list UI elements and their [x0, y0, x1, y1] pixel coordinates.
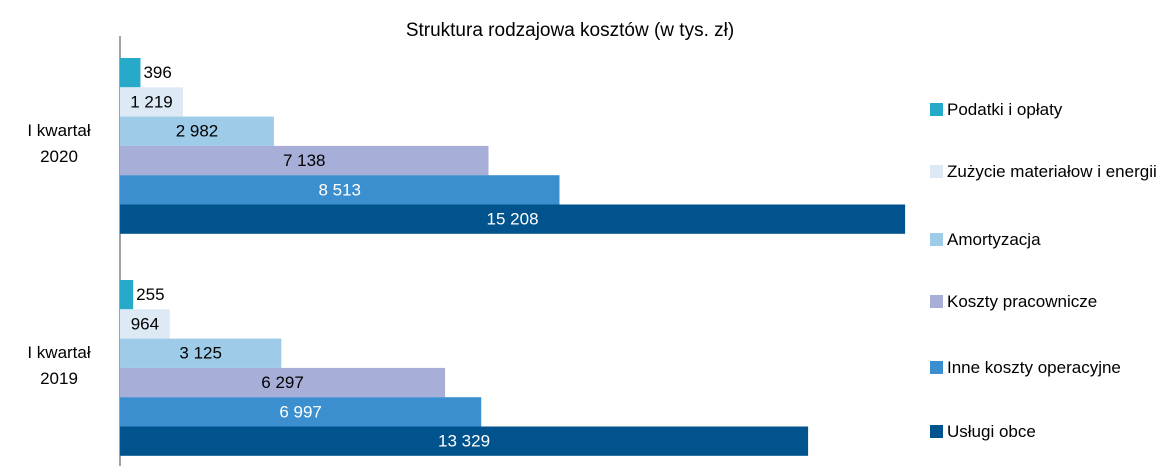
data-label: 15 208 [487, 210, 539, 229]
data-label: 1 219 [130, 92, 173, 111]
legend-swatch [930, 165, 943, 178]
legend-label: Zużycie materiałow i energii [947, 162, 1157, 181]
data-label: 3 125 [179, 344, 222, 363]
bar [120, 58, 141, 88]
bar [120, 116, 274, 146]
legend-label: Koszty pracownicze [947, 292, 1098, 311]
bar [120, 87, 183, 117]
bar [120, 367, 446, 398]
bar [120, 338, 282, 368]
data-label: 255 [136, 285, 164, 304]
legend-item: Podatki i opłaty [930, 96, 1170, 124]
legend-swatch [930, 425, 943, 438]
category-label: I kwartał 2020 [27, 120, 91, 166]
bar [120, 175, 560, 205]
legend-item: Inne koszty operacyjne [930, 354, 1170, 382]
category-label: I kwartał 2019 [27, 342, 91, 388]
data-label: 964 [131, 314, 159, 333]
data-label: 7 138 [283, 151, 326, 170]
legend-item: Koszty pracownicze [930, 288, 1170, 316]
legend-label: Amortyzacja [947, 230, 1041, 249]
legend-item: Zużycie materiałow i energii [930, 158, 1170, 186]
legend-swatch [930, 295, 943, 308]
legend-label: Inne koszty operacyjne [947, 358, 1121, 377]
data-label: 2 982 [176, 122, 219, 141]
legend-item: Amortyzacja [930, 226, 1170, 254]
data-label: 396 [143, 63, 171, 82]
bar [120, 204, 906, 234]
data-label: 6 297 [261, 373, 304, 392]
bar [120, 309, 170, 339]
data-label: 6 997 [279, 402, 322, 421]
bar [120, 145, 489, 176]
legend-label: Usługi obce [947, 422, 1036, 441]
chart-title: Struktura rodzajowa kosztów (w tys. zł) [406, 20, 734, 41]
data-label: 13 329 [438, 432, 490, 451]
legend-swatch [930, 233, 943, 246]
legend-label: Podatki i opłaty [947, 100, 1063, 119]
data-label: 8 513 [318, 180, 361, 199]
bar [120, 280, 134, 310]
legend-item: Usługi obce [930, 418, 1170, 446]
legend-swatch [930, 361, 943, 374]
bar [120, 397, 482, 427]
legend-swatch [930, 103, 943, 116]
bar [120, 426, 809, 456]
